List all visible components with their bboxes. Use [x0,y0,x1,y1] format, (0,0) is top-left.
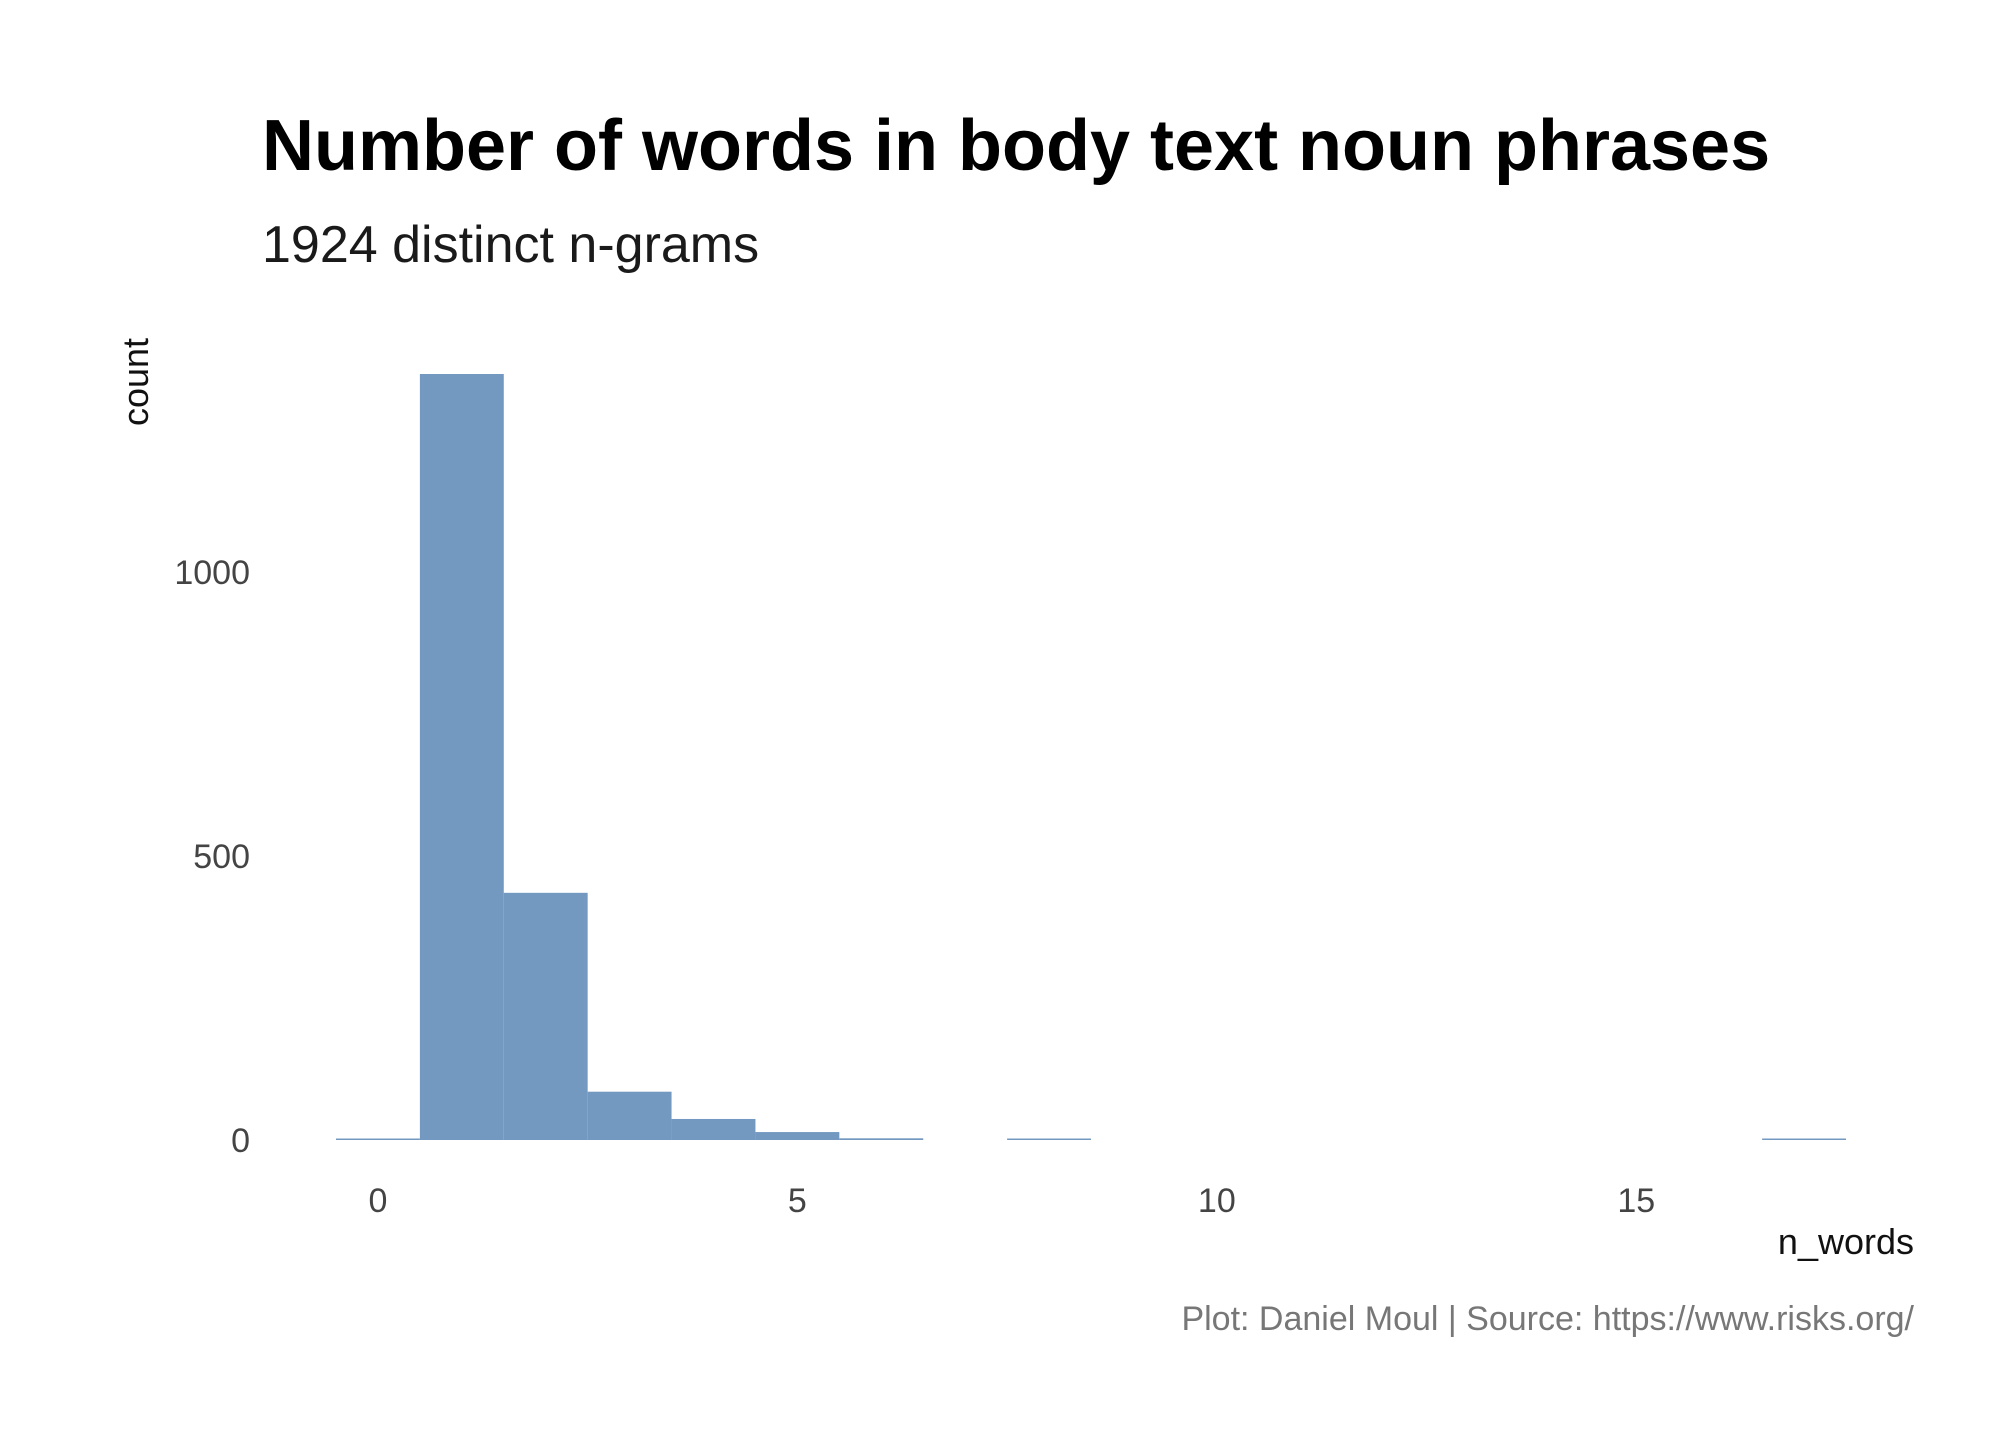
y-tick-label: 500 [193,838,250,876]
y-axis-ticks: 0 500 1000 [174,554,250,1160]
chart-caption: Plot: Daniel Moul | Source: https://www.… [1181,1300,1914,1338]
y-tick-label: 1000 [174,554,250,592]
histogram-bar [587,1091,672,1140]
histogram-bar [336,1138,420,1140]
y-tick-label: 0 [231,1122,250,1160]
histogram-bar [671,1118,756,1140]
histogram-bar [839,1138,924,1140]
x-axis-ticks: 0 5 10 15 [368,1182,1655,1220]
x-axis-title: n_words [1778,1221,1914,1262]
x-tick-label: 10 [1198,1182,1236,1220]
chart-title: Number of words in body text noun phrase… [262,106,1770,186]
x-tick-label: 5 [788,1182,807,1220]
histogram-bar [503,892,588,1140]
histogram-bars [336,374,1846,1140]
histogram-bar [1007,1138,1091,1140]
chart-subtitle: 1924 distinct n-grams [262,216,759,274]
y-axis-title: count [115,338,156,426]
x-tick-label: 0 [368,1182,387,1220]
histogram-bar [755,1132,840,1140]
histogram-bar [1762,1138,1846,1140]
x-tick-label: 15 [1617,1182,1655,1220]
histogram-bar [419,374,504,1140]
